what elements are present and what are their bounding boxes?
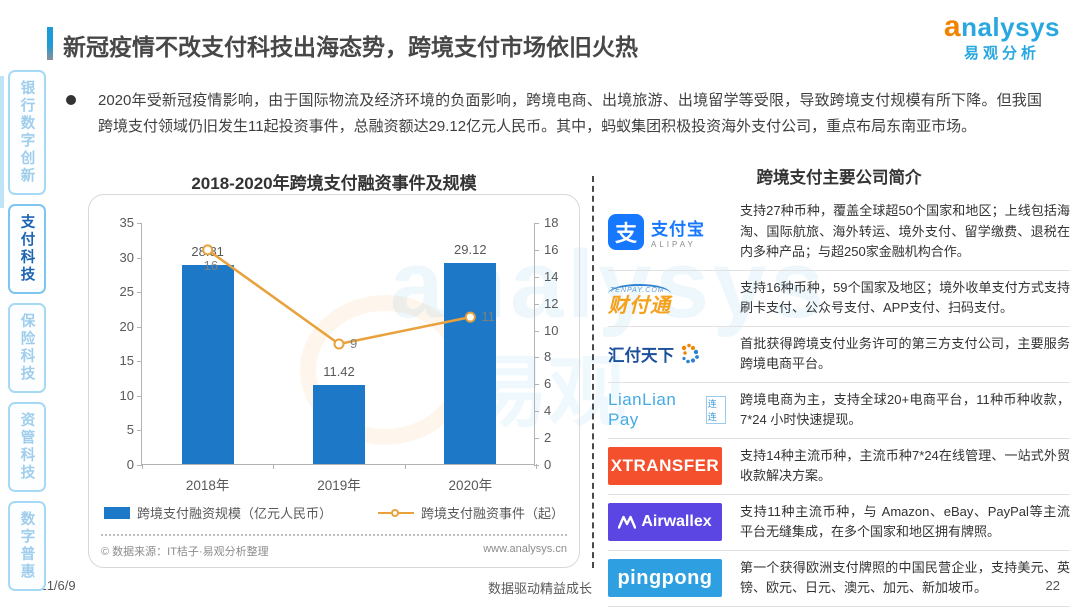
legend-item-bar: 跨境支付融资规模（亿元人民币）	[103, 503, 332, 522]
companies-panel: 跨境支付主要公司简介 支 支付宝 ALIPAY 支持27种币种，覆盖全球超50个…	[608, 164, 1070, 607]
company-desc: 支持27种币种，覆盖全球超50个国家和地区；上线包括海淘、国际航旅、海外转运、境…	[740, 203, 1070, 260]
chart-source-url: www.analysys.cn	[483, 543, 567, 555]
company-desc: 支持16种币种，59个国家及地区；境外收单支付方式支持刷卡支付、公众号支付、AP…	[740, 279, 1070, 316]
company-row-airwallex: Airwallex 支持11种主流币种，与 Amazon、eBay、PayPal…	[608, 495, 1070, 551]
huifu-logo: 汇付天下	[608, 342, 726, 366]
company-row-huifu: 汇付天下 首批获得跨境支付业务许可的第三方支付公司，主要服务跨境电商平台。	[608, 327, 1070, 383]
line-swatch-icon	[378, 508, 414, 517]
company-desc: 跨境电商为主，支持全球20+电商平台，11种币种收款，7*24 小时快速提现。	[740, 391, 1070, 428]
chart-card: 0510152025303502468101214161828.8111.422…	[88, 194, 580, 568]
lianlian-logo-cn: 连连	[705, 396, 726, 425]
bullet-icon	[66, 95, 76, 105]
chart-source-left: © 数据来源：IT桔子·易观分析整理	[101, 546, 269, 558]
company-desc: 首批获得跨境支付业务许可的第三方支付公司，主要服务跨境电商平台。	[740, 335, 1070, 372]
analysys-logo: analysys 易观分析	[944, 10, 1060, 62]
title-accent-bar	[47, 27, 53, 60]
company-row-tenpay: TENPAY.COM 财付通 支持16种币种，59个国家及地区；境外收单支付方式…	[608, 271, 1070, 327]
sidebar-tab-asset-mgmt-tech[interactable]: 资管科技	[8, 402, 46, 492]
alipay-logo-en: ALIPAY	[651, 239, 696, 249]
company-desc: 支持14种主流币种，主流币种7*24在线管理、一站式外贸收款解决方案。	[740, 447, 1070, 484]
bar-swatch-icon	[103, 506, 130, 519]
page-title: 新冠疫情不改支付科技出海态势，跨境支付市场依旧火热	[63, 34, 638, 60]
alipay-logo-cn: 支付宝	[651, 219, 705, 239]
huifu-logo-cn: 汇付天下	[608, 347, 674, 366]
line-marker-icon	[391, 508, 399, 517]
company-row-alipay: 支 支付宝 ALIPAY 支持27种币种，覆盖全球超50个国家和地区；上线包括海…	[608, 194, 1070, 271]
huifu-pinwheel-icon	[681, 343, 699, 364]
company-desc: 第一个获得欧洲支付牌照的中国民营企业，支持美元、英镑、欧元、日元、澳元、加元、新…	[740, 559, 1070, 596]
sidebar-tab-digital-inclusion[interactable]: 数字普惠	[8, 501, 46, 591]
sidebar-tab-bank-digital[interactable]: 银行数字创新	[8, 70, 46, 195]
chart-title: 2018-2020年跨境支付融资事件及规模	[191, 174, 477, 193]
lianlian-logo-en: LianLian Pay	[608, 390, 677, 430]
tenpay-logo-en: TENPAY.COM	[608, 284, 671, 294]
company-desc: 支持11种主流币种，与 Amazon、eBay、PayPal等主流平台无缝集成，…	[740, 503, 1070, 540]
chart-source-row: © 数据来源：IT桔子·易观分析整理 www.analysys.cn	[101, 534, 567, 559]
alipay-icon: 支	[608, 213, 644, 250]
chart-legend: 跨境支付融资规模（亿元人民币） 跨境支付融资事件（起）	[89, 503, 579, 522]
xtransfer-logo-text: XTRANSFER	[610, 456, 720, 476]
airwallex-logo: Airwallex	[608, 503, 722, 542]
tenpay-logo: TENPAY.COM 财付通	[608, 280, 726, 316]
pingpong-logo: pingpong	[608, 559, 722, 598]
company-row-xtransfer: XTRANSFER 支持14种主流币种，主流币种7*24在线管理、一站式外贸收款…	[608, 439, 1070, 495]
legend-item-line: 跨境支付融资事件（起）	[378, 503, 564, 522]
summary-bullet: 2020年受新冠疫情影响，由于国际物流及经济环境的负面影响，跨境电商、出境旅游、…	[66, 88, 1042, 140]
analysys-logo-cn: 易观分析	[963, 44, 1040, 62]
footer-page-number: 22	[1045, 578, 1060, 593]
company-row-pingpong: pingpong 第一个获得欧洲支付牌照的中国民营企业，支持美元、英镑、欧元、日…	[608, 551, 1070, 607]
airwallex-mark-icon	[618, 516, 637, 530]
company-row-lianlian: LianLian Pay 连连 跨境电商为主，支持全球20+电商平台，11种币种…	[608, 383, 1070, 439]
edge-accent-strip	[0, 76, 4, 208]
summary-text: 2020年受新冠疫情影响，由于国际物流及经济环境的负面影响，跨境电商、出境旅游、…	[98, 92, 1042, 135]
pingpong-logo-text: pingpong	[617, 566, 713, 589]
airwallex-logo-text: Airwallex	[641, 513, 712, 531]
line-series	[202, 244, 476, 350]
tenpay-logo-cn: 财付通	[608, 295, 671, 318]
xtransfer-logo: XTRANSFER	[608, 447, 722, 486]
analysys-logo-en: analysys	[943, 10, 1060, 43]
footer-slogan: 数据驱动精益成长	[487, 581, 592, 596]
legend-bar-label: 跨境支付融资规模（亿元人民币）	[136, 506, 332, 521]
legend-line-label: 跨境支付融资事件（起）	[421, 506, 565, 521]
companies-panel-title: 跨境支付主要公司简介	[756, 169, 922, 187]
section-sidebar: 银行数字创新 支付科技 保险科技 资管科技 数字普惠	[8, 70, 46, 591]
alipay-logo: 支 支付宝 ALIPAY	[608, 213, 726, 250]
chart-plot: 0510152025303502468101214161828.8111.422…	[119, 215, 559, 494]
vertical-dashed-divider	[592, 176, 594, 568]
lianlian-logo: LianLian Pay 连连	[608, 390, 726, 430]
sidebar-tab-insurance-tech[interactable]: 保险科技	[8, 303, 46, 393]
sidebar-tab-payment-tech[interactable]: 支付科技	[8, 204, 46, 294]
